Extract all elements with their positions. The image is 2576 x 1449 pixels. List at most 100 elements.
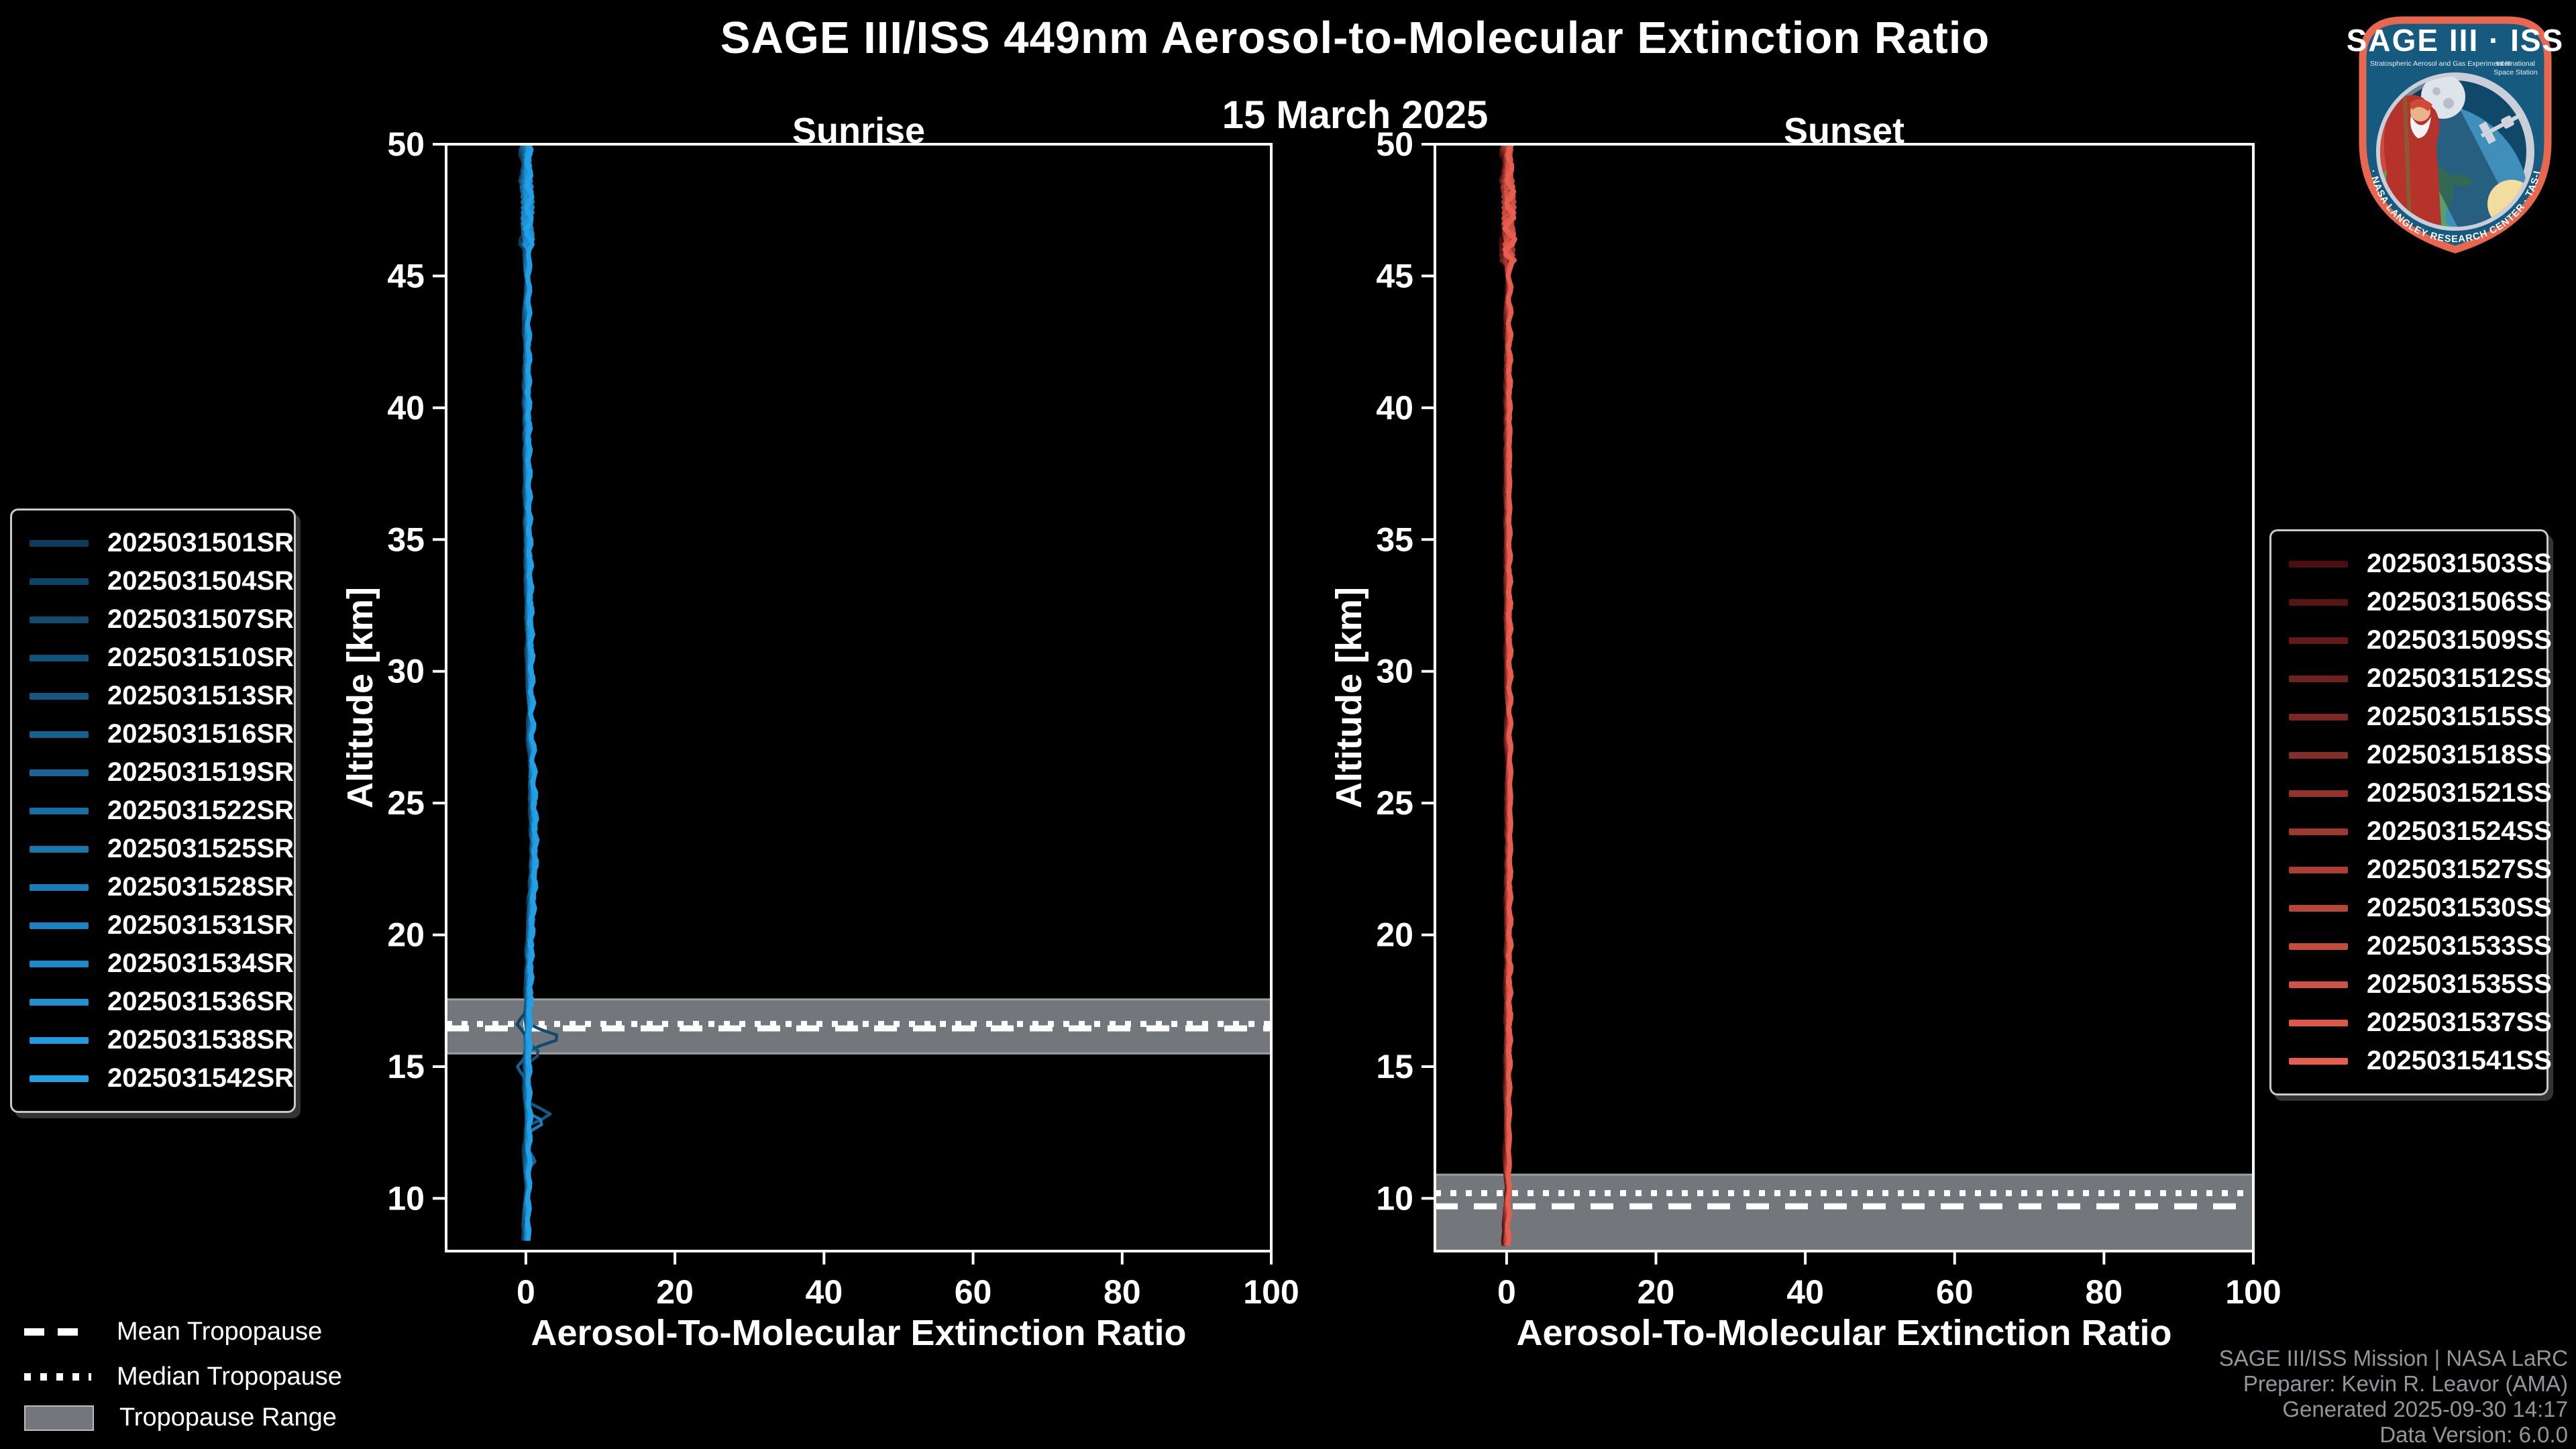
sunrise-profile-2025031542SR — [524, 144, 540, 1241]
legend-item: 2025031509SS — [2271, 621, 2552, 659]
legend-item: 2025031507SR — [12, 600, 294, 639]
legend-item: 2025031533SS — [2271, 927, 2552, 965]
sunset-tropopause-range-band — [1435, 1173, 2253, 1251]
legend-line-swatch — [2289, 637, 2348, 644]
legend-line-swatch — [2289, 943, 2348, 950]
legend-event-id: 2025031534SR — [107, 949, 294, 978]
sunrise-axes-frame — [445, 143, 1273, 1252]
legend-item: 2025031506SS — [2271, 583, 2552, 621]
legend-event-id: 2025031504SR — [107, 566, 294, 596]
sunset-y-tick-label: 45 — [1376, 257, 1413, 294]
legend-event-id: 2025031516SR — [107, 719, 294, 749]
legend-item: 2025031536SR — [12, 983, 294, 1021]
sunrise-x-tick-label: 40 — [806, 1273, 843, 1311]
legend-event-id: 2025031528SR — [107, 872, 294, 902]
legend-event-id: 2025031507SR — [107, 604, 294, 634]
legend-event-id: 2025031533SS — [2367, 931, 2552, 961]
sunset-y-tick-label: 20 — [1376, 916, 1413, 954]
legend-item: 2025031512SS — [2271, 659, 2552, 698]
legend-line-swatch — [30, 883, 89, 891]
legend-line-swatch — [2289, 866, 2348, 873]
sunset-x-tick-label: 60 — [1936, 1273, 1974, 1311]
sunset-y-axis-label: Altitude [km] — [1329, 587, 1369, 808]
patch-intl-1: International — [2496, 60, 2535, 68]
legend-line-swatch — [30, 845, 89, 853]
sunset-y-tick-label: 15 — [1376, 1048, 1413, 1085]
legend-item: 2025031531SR — [12, 906, 294, 945]
sunrise-x-tick-label: 0 — [517, 1273, 535, 1311]
legend-event-id: 2025031515SS — [2367, 702, 2552, 731]
page-title: SAGE III/ISS 449nm Aerosol-to-Molecular … — [720, 13, 1990, 63]
sage-iii-iss-mission-patch: SAGE III · ISS Stratospheric Aerosol and… — [2343, 9, 2563, 254]
sunset-panel-title: Sunset — [1783, 111, 1905, 151]
sunset-event-legend: 2025031503SS 2025031506SS 2025031509SS 2025… — [2269, 529, 2552, 1095]
credit-mission: SAGE III/ISS Mission | NASA LaRC — [2218, 1346, 2568, 1371]
legend-line-swatch — [30, 616, 89, 623]
legend-item: 2025031538SR — [12, 1021, 294, 1059]
date-subtitle: 15 March 2025 — [1222, 93, 1489, 137]
legend-event-id: 2025031510SR — [107, 643, 294, 672]
legend-line-swatch — [30, 692, 89, 700]
legend-line-swatch — [2289, 713, 2348, 720]
legend-event-id: 2025031519SR — [107, 757, 294, 787]
legend-line-swatch — [2289, 790, 2348, 797]
sunset-x-tick-label: 0 — [1497, 1273, 1516, 1311]
sunset-y-tick-label: 25 — [1376, 784, 1413, 822]
legend-line-swatch — [2289, 598, 2348, 606]
legend-item: 2025031541SS — [2271, 1042, 2552, 1080]
legend-line-swatch — [30, 807, 89, 814]
sunrise-x-tick-label: 20 — [656, 1273, 694, 1311]
legend-line-swatch — [30, 960, 89, 967]
moon-crater — [2443, 98, 2454, 109]
sunrise-x-tick-label: 80 — [1104, 1273, 1141, 1311]
sunrise-x-tick-label: 60 — [955, 1273, 992, 1311]
moon-crater — [2432, 87, 2440, 95]
sunset-x-tick-label: 20 — [1638, 1273, 1675, 1311]
legend-item: 2025031522SR — [12, 792, 294, 830]
legend-line-swatch — [30, 539, 89, 547]
sunrise-x-axis-label: Aerosol-To-Molecular Extinction Ratio — [531, 1313, 1187, 1353]
tropopause-range-label: Tropopause Range — [119, 1403, 337, 1432]
sunrise-y-tick-label: 35 — [387, 521, 425, 558]
legend-event-id: 2025031538SR — [107, 1025, 294, 1055]
sunrise-y-tick-label: 20 — [387, 916, 425, 954]
legend-line-swatch — [2289, 981, 2348, 988]
sunset-x-tick-label: 100 — [2225, 1273, 2281, 1311]
mean-tropopause-dash-swatch — [24, 1328, 91, 1336]
sunrise-y-tick-label: 50 — [387, 125, 425, 163]
sunset-y-tick-label: 10 — [1376, 1179, 1413, 1217]
legend-event-id: 2025031503SS — [2367, 549, 2552, 578]
legend-event-id: 2025031531SR — [107, 910, 294, 940]
legend-item: 2025031528SR — [12, 868, 294, 906]
sunrise-y-tick-label: 30 — [387, 653, 425, 690]
legend-event-id: 2025031535SS — [2367, 969, 2552, 999]
patch-subtitle: Stratospheric Aerosol and Gas Experiment… — [2370, 60, 2511, 68]
legend-item: 2025031518SS — [2271, 736, 2552, 774]
legend-event-id: 2025031518SS — [2367, 740, 2552, 769]
legend-event-id: 2025031506SS — [2367, 587, 2552, 616]
tropopause-range-swatch — [24, 1405, 94, 1431]
sunset-x-axis-label: Aerosol-To-Molecular Extinction Ratio — [1516, 1313, 2172, 1353]
legend-event-id: 2025031512SS — [2367, 663, 2552, 693]
sunrise-y-tick-label: 25 — [387, 784, 425, 822]
median-tropopause-label: Median Tropopause — [117, 1362, 342, 1391]
credit-data-version: Data Version: 6.0.0 — [2379, 1422, 2568, 1447]
sunrise-y-tick-label: 15 — [387, 1048, 425, 1085]
legend-event-id: 2025031530SS — [2367, 893, 2552, 922]
legend-item: 2025031516SR — [12, 715, 294, 753]
legend-item: 2025031534SR — [12, 945, 294, 983]
legend-event-id: 2025031509SS — [2367, 625, 2552, 655]
sunset-y-tick-label: 50 — [1376, 125, 1413, 163]
legend-event-id: 2025031522SR — [107, 796, 294, 825]
legend-item: 2025031504SR — [12, 562, 294, 600]
legend-event-id: 2025031501SR — [107, 528, 294, 557]
sunset-x-tick-label: 40 — [1786, 1273, 1824, 1311]
sunset-y-tick-label: 35 — [1376, 521, 1413, 558]
sunset-profile-2025031541SS — [1502, 144, 1517, 1247]
legend-line-swatch — [30, 731, 89, 738]
sunrise-panel-title: Sunrise — [792, 111, 926, 151]
legend-line-swatch — [30, 998, 89, 1006]
sunset-x-tick-label: 80 — [2086, 1273, 2123, 1311]
